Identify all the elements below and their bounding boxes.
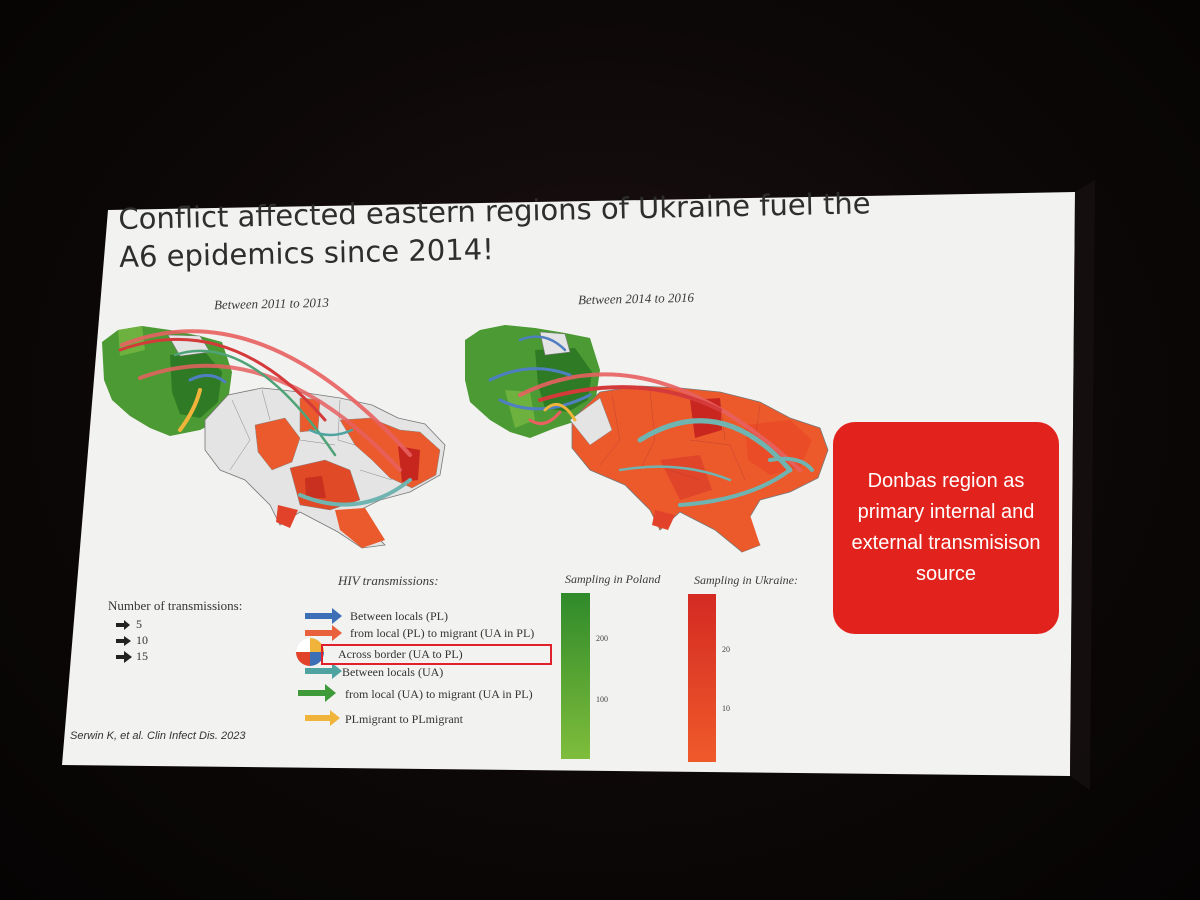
across-border-multicolor-icon — [295, 637, 325, 667]
map-2014-2016 — [465, 325, 829, 553]
sampling-poland-bar — [561, 593, 590, 759]
arrow-between-locals-pl — [305, 608, 342, 624]
sampling-ukraine-bar — [688, 594, 716, 762]
arrow-pl-migrant — [305, 710, 340, 726]
transmission-count-arrows — [116, 620, 132, 663]
map-2011-2013 — [102, 326, 446, 549]
highlight-box — [321, 644, 552, 665]
arrow-between-locals-ua — [305, 663, 342, 679]
arrow-local-pl-to-migrant — [305, 625, 342, 641]
arrow-local-ua-to-migrant — [298, 684, 336, 702]
hiv-legend-arrows — [295, 608, 342, 726]
